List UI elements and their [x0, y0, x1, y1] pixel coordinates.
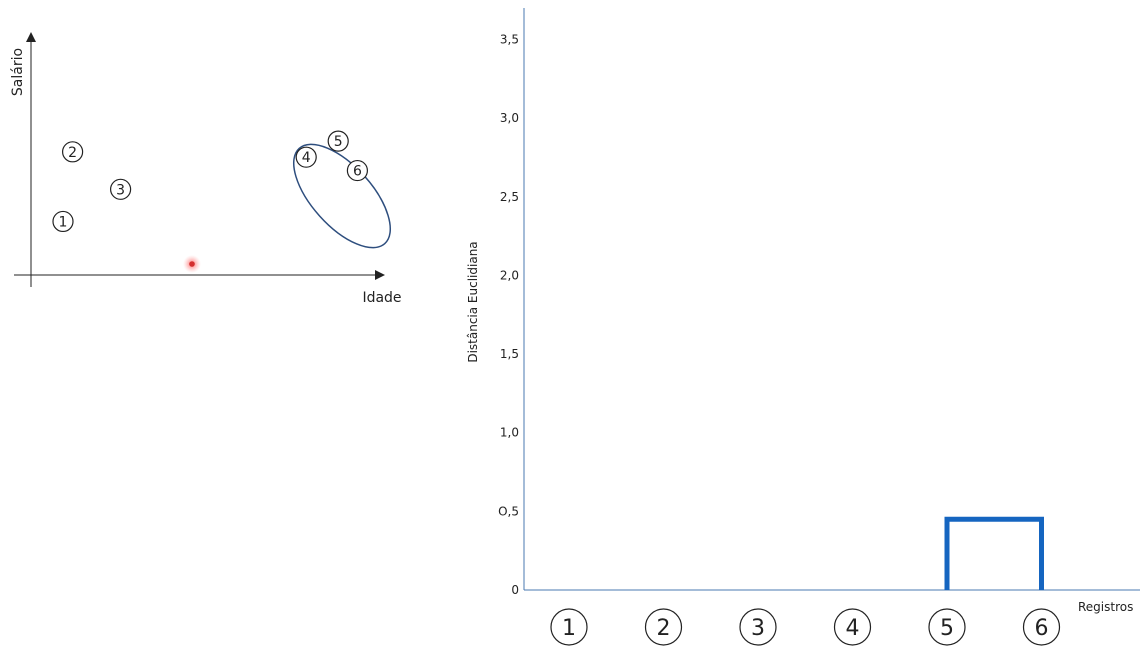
- scatter-point-4: 4: [295, 146, 317, 168]
- dendrogram-category-circle: [644, 608, 683, 646]
- dendrogram-category-circle: [928, 608, 966, 646]
- scatter-point-1: 1: [52, 210, 74, 233]
- dendrogram-category-5: 5: [928, 608, 966, 646]
- dendrogram-y-tick: 1,5: [500, 347, 519, 361]
- scatter-point-6: 6: [346, 159, 368, 182]
- dendrogram-y-label: Distância Euclidiana: [466, 241, 480, 362]
- scatter-point-label: 6: [353, 164, 362, 180]
- scatter-y-label: Salário: [10, 48, 26, 96]
- dendrogram-y-tick: 2,0: [500, 268, 519, 282]
- dendrogram-x-label: Registros: [1078, 600, 1133, 614]
- dendrogram-y-tick: 1,0: [500, 426, 519, 440]
- scatter-point-circle: [52, 210, 74, 233]
- dendrogram-chart: Distância Euclidiana Registros 0 O,5 1,0 1,…: [466, 8, 1140, 646]
- dendrogram-category-6: 6: [1022, 608, 1061, 646]
- dendrogram-y-tick: 0: [511, 583, 519, 597]
- scatter-point-circle: [346, 159, 368, 182]
- scatter-point-circle: [327, 130, 349, 152]
- dendrogram-category-1: 1: [550, 608, 588, 646]
- scatter-point-2: 2: [61, 141, 84, 163]
- dendrogram-category-2: 2: [644, 608, 683, 646]
- scatter-point-circle: [61, 141, 84, 163]
- scatter-x-label: Idade: [362, 290, 401, 306]
- dendrogram-category-label: 3: [751, 616, 765, 641]
- scatter-chart: Salário Idade 1 2 3 4 56: [10, 32, 402, 306]
- dendrogram-category-circle: [739, 608, 777, 646]
- dendrogram-category-circle: [833, 608, 872, 646]
- dendrogram-y-tick: 3,5: [500, 32, 519, 46]
- scatter-point-5: 5: [327, 130, 349, 152]
- dendrogram-category-circle: [550, 608, 588, 646]
- dendrogram-category-label: 6: [1035, 616, 1049, 641]
- scatter-point-circle: [109, 178, 132, 200]
- dendrogram-y-tick: 3,0: [500, 111, 519, 125]
- dendrogram-y-tick: 2,5: [500, 190, 519, 204]
- scatter-point-label: 4: [302, 150, 311, 166]
- dendrogram-links: [944, 516, 1044, 590]
- scatter-point-label: 3: [116, 182, 125, 198]
- dendrogram-category-label: 2: [657, 616, 671, 641]
- dendrogram-category-label: 1: [562, 616, 576, 641]
- scatter-point-label: 1: [59, 214, 68, 230]
- scatter-point-3: 3: [109, 178, 132, 200]
- dendrogram-category-label: 4: [846, 616, 860, 641]
- dendrogram-categories: 1 2 3 4 5 6: [550, 608, 1061, 646]
- dendrogram-y-tick: O,5: [498, 504, 519, 518]
- scatter-point-label: 2: [68, 145, 77, 161]
- dendrogram-y-ticks: 0 O,5 1,0 1,5 2,0 2,5 3,0 3,5: [498, 32, 519, 597]
- scatter-point-circle: [295, 146, 317, 168]
- scatter-points: 1 2 3 4 56: [52, 130, 368, 233]
- dendrogram-link-5-6: [944, 516, 1044, 590]
- dendrogram-category-circle: [1022, 608, 1061, 646]
- dendrogram-category-4: 4: [833, 608, 872, 646]
- dendrogram-category-3: 3: [739, 608, 777, 646]
- red-marker: [183, 255, 201, 273]
- scatter-point-label: 5: [334, 134, 343, 150]
- dendrogram-category-label: 5: [940, 616, 954, 641]
